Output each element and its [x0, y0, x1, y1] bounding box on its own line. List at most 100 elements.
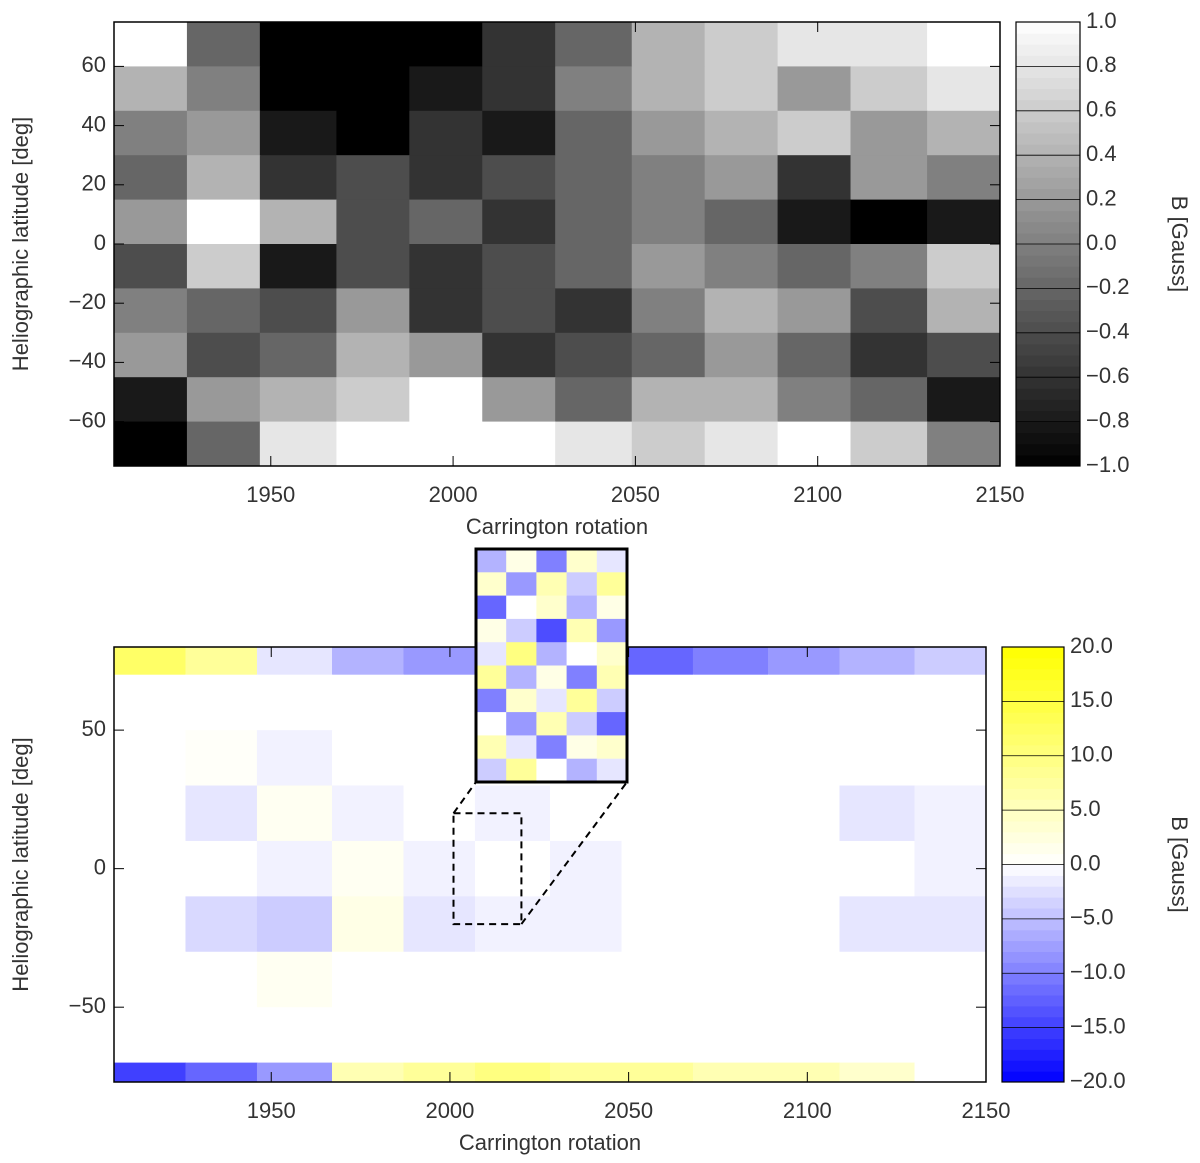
heatmap-cell: [550, 951, 622, 1008]
heatmap-cell: [114, 155, 188, 201]
colorbar-band: [1002, 788, 1064, 800]
heatmap-cell: [332, 840, 404, 897]
colorbar-band: [1002, 810, 1064, 822]
heatmap-cell: [409, 155, 483, 201]
inset-cell: [536, 688, 568, 713]
inset-cell: [596, 549, 628, 573]
heatmap-cell: [927, 199, 1001, 245]
heatmap-cell: [850, 421, 928, 467]
inset-cell: [566, 572, 598, 597]
inset-cell: [596, 642, 628, 666]
heatmap-cell: [256, 896, 333, 953]
colorbar-band: [1016, 288, 1080, 300]
colorbar-band: [1002, 799, 1064, 811]
heatmap-cell: [256, 840, 333, 897]
colorbar-tick-label: 0.2: [1086, 185, 1117, 210]
heatmap-cell: [186, 199, 261, 245]
heatmap-cell: [555, 199, 633, 245]
colorbar-band: [1016, 366, 1080, 378]
inset-cell: [506, 758, 537, 783]
heatmap-cell: [186, 377, 261, 423]
heatmap-cell: [332, 1062, 404, 1083]
y-axis-label: Heliographic latitude [deg]: [8, 117, 33, 371]
colorbar-band: [1016, 121, 1080, 134]
heatmap-cell: [114, 199, 188, 245]
heatmap-cell: [409, 110, 483, 156]
x-tick-label: 2050: [604, 1098, 653, 1123]
heatmap-cell: [474, 951, 551, 1008]
colorbar-label: B [Gauss]: [1167, 816, 1192, 913]
colorbar-band: [1002, 831, 1064, 844]
heatmap-cell: [403, 674, 476, 731]
colorbar-band: [1016, 321, 1080, 334]
inset-cell: [596, 618, 628, 643]
heatmap-cell: [186, 155, 261, 201]
heatmap-cell: [777, 199, 852, 245]
colorbar-band: [1016, 310, 1080, 323]
heatmap-cell: [777, 22, 852, 67]
colorbar-band: [1016, 66, 1080, 78]
heatmap-cell: [185, 1007, 258, 1064]
colorbar-band: [1016, 144, 1080, 156]
heatmap-cell: [256, 674, 333, 731]
colorbar-tick-label: −20.0: [1070, 1068, 1126, 1093]
colorbar-tick-label: 0.6: [1086, 97, 1117, 122]
heatmap-cell: [259, 22, 337, 67]
inset-cell: [596, 665, 628, 690]
heatmap-cell: [777, 377, 852, 423]
x-tick-label: 2100: [783, 1098, 832, 1123]
colorbar-band: [1002, 842, 1064, 855]
colorbar-band: [1016, 77, 1080, 90]
inset-cell: [566, 549, 598, 573]
inset-cell: [506, 642, 537, 666]
heatmap-cell: [631, 66, 706, 112]
heatmap-cell: [256, 647, 333, 676]
heatmap-cell: [482, 244, 556, 289]
inset-cell: [476, 735, 507, 760]
heatmap-cell: [768, 896, 840, 953]
colorbar-band: [1016, 210, 1080, 223]
inset-cell: [536, 572, 568, 597]
heatmap: [114, 22, 1001, 467]
heatmap-cell: [631, 110, 706, 156]
heatmap-cell: [631, 22, 706, 67]
inset-cell: [476, 758, 507, 783]
heatmap-cell: [336, 421, 410, 467]
heatmap-cell: [704, 66, 779, 112]
colorbar-band: [1016, 33, 1080, 45]
heatmap-cell: [409, 244, 483, 289]
heatmap-cell: [692, 1007, 769, 1064]
colorbar-band: [1002, 973, 1064, 985]
colorbar-band: [1016, 443, 1080, 456]
heatmap-cell: [332, 951, 404, 1008]
colorbar-band: [1016, 55, 1080, 67]
heatmap-cell: [114, 332, 188, 378]
heatmap-cell: [839, 1007, 916, 1064]
heatmap-cell: [403, 730, 476, 787]
colorbar-tick-label: −0.2: [1086, 274, 1129, 299]
heatmap-cell: [914, 1007, 987, 1064]
heatmap-cell: [777, 155, 852, 201]
y-axis-label: Heliographic latitude [deg]: [8, 737, 33, 991]
colorbar-band: [1002, 951, 1064, 963]
heatmap-cell: [621, 647, 694, 676]
x-tick-label: 2100: [793, 482, 842, 507]
colorbar-band: [1016, 399, 1080, 411]
heatmap-cell: [631, 155, 706, 201]
colorbar-band: [1002, 755, 1064, 768]
heatmap-cell: [403, 951, 476, 1008]
y-tick-label: 60: [82, 52, 106, 77]
heatmap-cell: [777, 288, 852, 334]
inset-cell: [566, 665, 598, 690]
heatmap-cell: [336, 377, 410, 423]
y-tick-label: 20: [82, 171, 106, 196]
inset-cell: [566, 735, 598, 760]
y-tick-label: 0: [94, 230, 106, 255]
colorbar-tick-label: 20.0: [1070, 633, 1113, 658]
heatmap-cell: [704, 288, 779, 334]
x-tick-label: 2150: [976, 482, 1025, 507]
heatmap-cell: [114, 730, 186, 787]
heatmap-cell: [403, 1007, 476, 1064]
heatmap-cell: [555, 332, 633, 378]
inset-cell: [506, 712, 537, 736]
